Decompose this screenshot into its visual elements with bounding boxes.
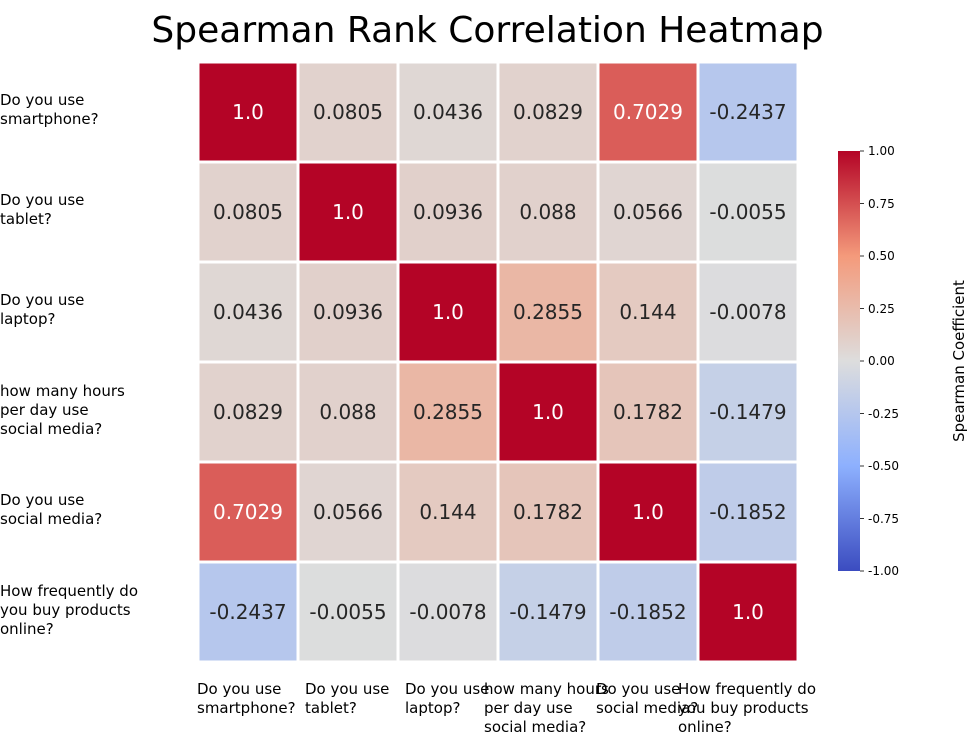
cell-value-label: 1.0 [332, 200, 364, 224]
heatmap-cell [296, 560, 400, 664]
cell-value-label: 0.088 [319, 400, 376, 424]
colorbar-ticks [860, 150, 864, 572]
cell-value-label: 0.2855 [413, 400, 483, 424]
column-label: how many hours per day use social media? [484, 680, 609, 736]
colorbar-tick-label: 0.25 [868, 301, 895, 316]
cell-value-label: -0.1479 [709, 400, 786, 424]
heatmap-cell [196, 260, 300, 364]
cell-value-label: 0.0805 [313, 100, 383, 124]
colorbar-tick-label: 0.75 [868, 196, 895, 211]
cell-value-label: 0.0936 [313, 300, 383, 324]
heatmap-cell [596, 160, 700, 264]
column-label: Do you use laptop? [405, 680, 490, 717]
heatmap-cell [396, 560, 500, 664]
heatmap-cell [696, 560, 800, 664]
cell-value-label: 0.2855 [513, 300, 583, 324]
heatmap-cell [196, 560, 300, 664]
cell-value-label: 0.0829 [213, 400, 283, 424]
cell-value-label: 0.088 [519, 200, 576, 224]
colorbar-tick-label: -0.75 [868, 511, 900, 526]
heatmap-cell [496, 260, 600, 364]
row-label: How frequently do you buy products onlin… [0, 581, 138, 638]
cell-value-label: 0.144 [419, 500, 476, 524]
cell-value-label: -0.1852 [709, 500, 786, 524]
heatmap-cell [596, 260, 700, 364]
cell-value-label: 0.0566 [613, 200, 683, 224]
heatmap-cell [396, 460, 500, 564]
row-label: Do you use social media? [0, 491, 103, 528]
cell-value-label: -0.2437 [209, 600, 286, 624]
row-label: Do you use smartphone? [0, 91, 99, 128]
heatmap-cell [696, 360, 800, 464]
cell-value-label: 0.0805 [213, 200, 283, 224]
heatmap-cell [696, 260, 800, 364]
cell-value-label: -0.0055 [309, 600, 386, 624]
cell-value-label: 1.0 [232, 100, 264, 124]
cell-value-label: -0.0078 [709, 300, 786, 324]
cell-value-label: 0.0936 [413, 200, 483, 224]
heatmap-cell [296, 360, 400, 464]
heatmap-cell [296, 160, 400, 264]
colorbar [838, 151, 860, 571]
cell-value-label: -0.0078 [409, 600, 486, 624]
cell-value-label: -0.1479 [509, 600, 586, 624]
cell-value-label: 0.1782 [513, 500, 583, 524]
cell-value-label: 0.144 [619, 300, 676, 324]
cell-value-label: -0.1852 [609, 600, 686, 624]
column-label: Do you use social media? [596, 680, 699, 717]
heatmap-cell [696, 160, 800, 264]
heatmap-cell [496, 560, 600, 664]
cell-value-label: 1.0 [732, 600, 764, 624]
cell-value-label: 0.7029 [613, 100, 683, 124]
row-label: how many hours per day use social media? [0, 381, 125, 438]
cell-value-label: 0.0436 [213, 300, 283, 324]
heatmap-cells: 1.0 0.0805 0.0436 0.0829 0.7029 -0.2437 0.0805… [196, 60, 800, 664]
heatmap-cell [696, 60, 800, 164]
cell-value-label: 0.0566 [313, 500, 383, 524]
cell-value-label: 0.7029 [213, 500, 283, 524]
cell-value-label: 1.0 [432, 300, 464, 324]
heatmap-cell [196, 60, 300, 164]
column-label: Do you use tablet? [305, 680, 390, 717]
heatmap-cell [596, 460, 700, 564]
cell-value-label: 0.1782 [613, 400, 683, 424]
colorbar-tick-label: -0.25 [868, 406, 900, 421]
colorbar-tick-label: 1.00 [868, 144, 895, 158]
chart-title: Spearman Rank Correlation Heatmap [151, 10, 824, 51]
colorbar-tick-label: 0.00 [868, 354, 895, 368]
row-label: Do you use tablet? [0, 191, 85, 228]
heatmap-cell [496, 360, 600, 464]
column-label: Do you use smartphone? [197, 680, 296, 717]
cell-value-label: 0.0829 [513, 100, 583, 124]
cell-value-label: 1.0 [532, 400, 564, 424]
colorbar-label: Spearman Coefficient [950, 280, 968, 442]
heatmap-cell [296, 260, 400, 364]
cell-value-label: 0.0436 [413, 100, 483, 124]
row-label: Do you use laptop? [0, 291, 85, 328]
cell-value-label: -0.0055 [709, 200, 786, 224]
colorbar-tick-label: -1.00 [868, 564, 900, 578]
heatmap-cell [396, 160, 500, 264]
column-label: How frequently do you buy products onlin… [678, 680, 816, 736]
cell-value-label: -0.2437 [709, 100, 786, 124]
colorbar-tick-label: -0.50 [868, 459, 900, 473]
heatmap-cell [396, 260, 500, 364]
colorbar-tick-label: 0.50 [868, 249, 895, 263]
cell-value-label: 1.0 [632, 500, 664, 524]
heatmap-cell [496, 60, 600, 164]
